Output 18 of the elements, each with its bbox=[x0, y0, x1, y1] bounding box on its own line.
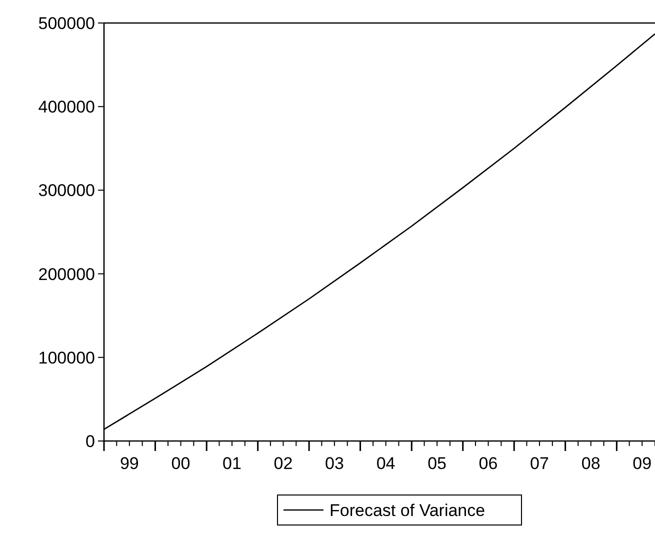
x-tick-label: 09 bbox=[632, 454, 652, 473]
y-tick-label: 500000 bbox=[38, 14, 95, 33]
x-tick-label: 02 bbox=[274, 454, 293, 473]
x-tick-label: 01 bbox=[222, 454, 242, 473]
x-tick-label: 04 bbox=[376, 454, 396, 473]
y-tick-label: 200000 bbox=[38, 264, 95, 284]
x-tick-label: 08 bbox=[581, 454, 600, 473]
x-tick-label: 05 bbox=[428, 454, 447, 473]
x-tick-label: 00 bbox=[171, 454, 190, 473]
y-tick-label: 100000 bbox=[38, 348, 95, 368]
legend-label: Forecast of Variance bbox=[330, 500, 486, 520]
x-tick-label: 99 bbox=[120, 454, 139, 473]
y-tick-label: 300000 bbox=[38, 181, 95, 200]
y-tick-label: 0 bbox=[86, 432, 95, 451]
x-tick-label: 03 bbox=[324, 454, 344, 473]
x-tick-label: 07 bbox=[530, 454, 549, 473]
y-tick-label: 400000 bbox=[38, 98, 95, 117]
x-tick-label: 06 bbox=[478, 454, 498, 473]
